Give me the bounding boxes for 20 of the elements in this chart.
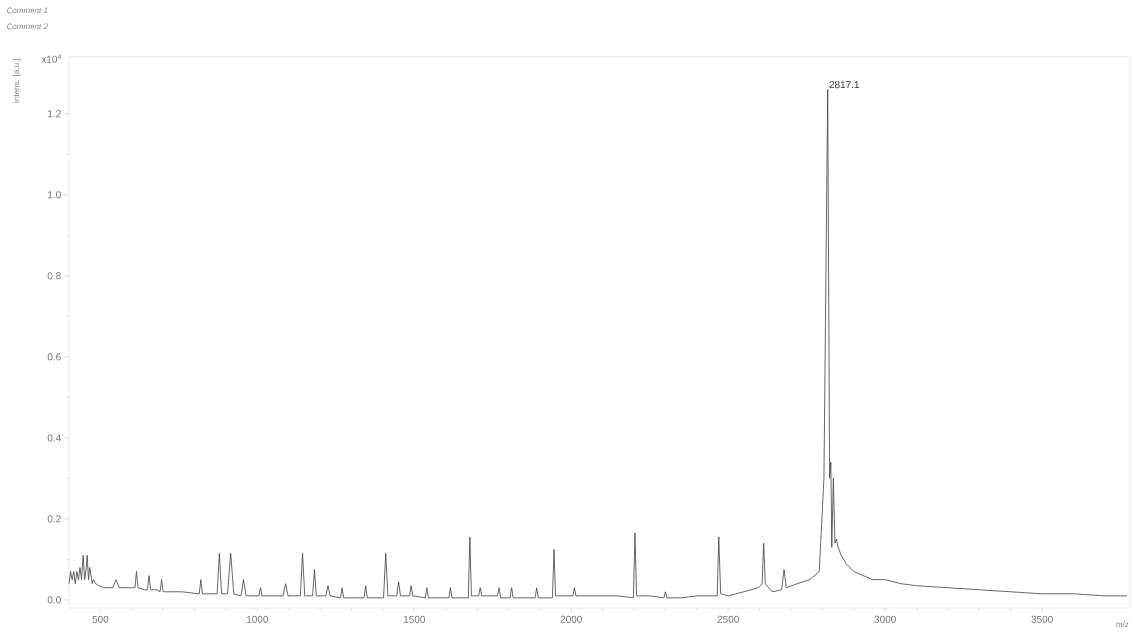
x-tick-label: 1000: [246, 615, 269, 623]
chart-subtitle: Comment 2: [6, 23, 48, 30]
y-axis-title: Intens. [a.u.]: [13, 59, 21, 103]
text: x10$^{4}$: [41, 54, 62, 63]
y-tick-label: 0.2: [47, 515, 61, 523]
x-axis-title: m/z: [1116, 621, 1129, 628]
y-tick-label: 0.8: [47, 272, 61, 280]
y-tick-label: 0.4: [47, 434, 61, 442]
x-tick-label: 3000: [874, 615, 896, 623]
y-tick-label: 0.6: [47, 353, 61, 361]
annotation: 2817.1: [829, 81, 860, 89]
y-tick-label: 1.2: [48, 110, 61, 118]
x-tick-label: 500: [92, 615, 109, 623]
y-tick-label: 0.0: [47, 596, 61, 604]
chart-title: Comment 1: [6, 7, 48, 14]
x-tick-label: 1500: [403, 615, 426, 623]
y-tick-label: 1.0: [48, 191, 61, 199]
x-tick-label: 2000: [560, 615, 582, 623]
x-tick-label: 3500: [1031, 615, 1053, 623]
x-tick-label: 2500: [717, 615, 739, 623]
